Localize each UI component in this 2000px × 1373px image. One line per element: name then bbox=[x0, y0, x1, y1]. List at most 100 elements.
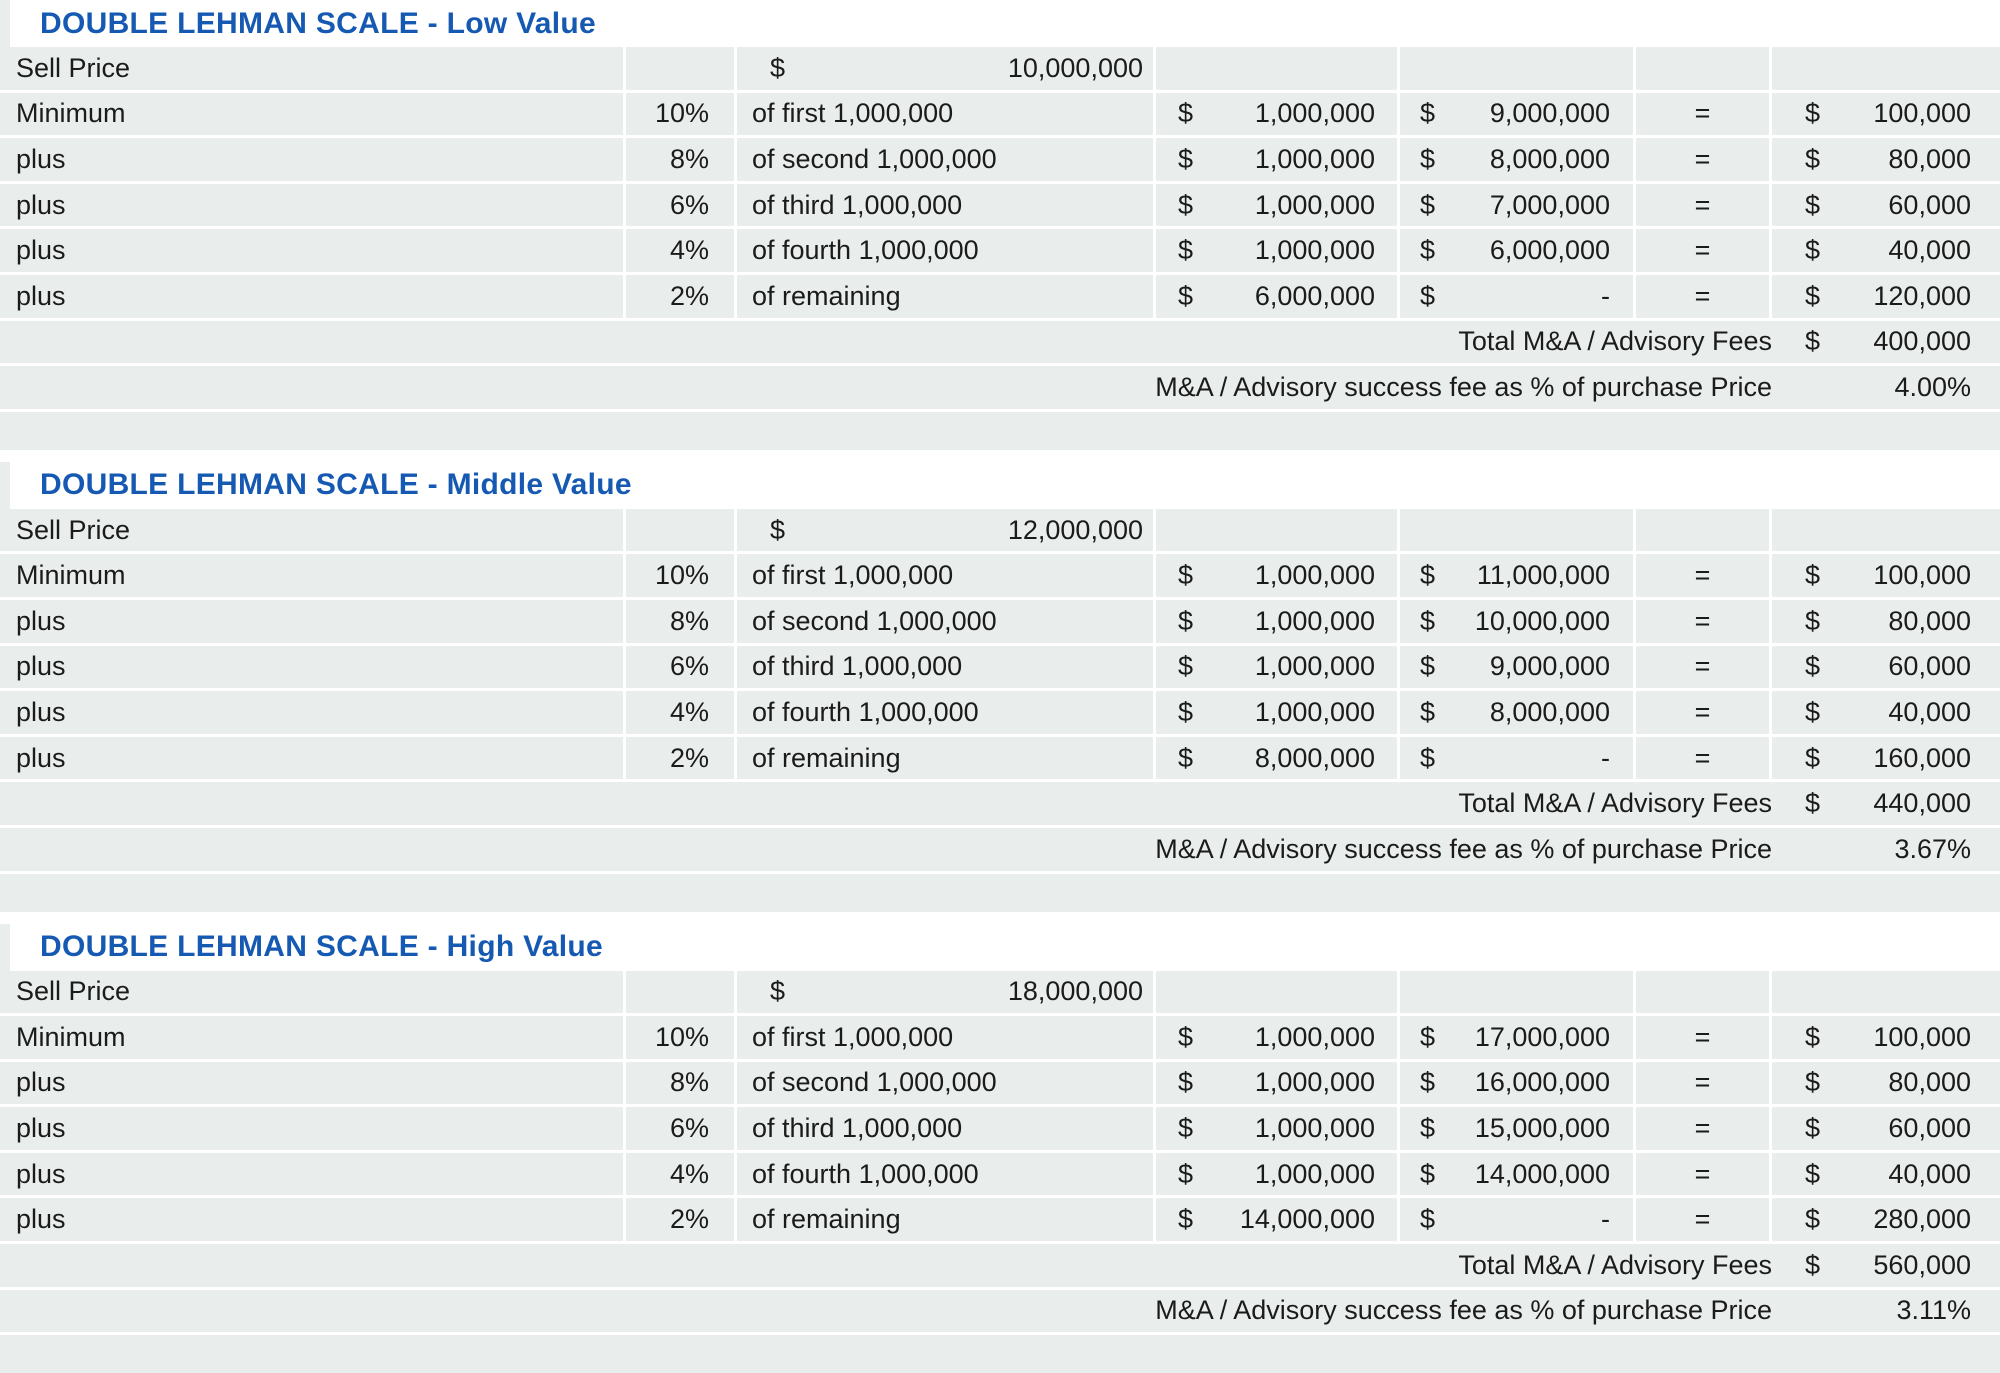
currency-symbol: $ bbox=[1178, 1022, 1193, 1053]
remainder-value: 15,000,000 bbox=[1475, 1113, 1610, 1144]
empty-cell bbox=[1156, 509, 1397, 552]
spacer-row bbox=[0, 874, 2000, 912]
remainder-amount: $9,000,000 bbox=[1400, 93, 1633, 136]
tranche-value: 1,000,000 bbox=[1255, 190, 1375, 221]
currency-symbol: $ bbox=[1420, 1159, 1435, 1190]
remainder-amount: $17,000,000 bbox=[1400, 1016, 1633, 1059]
row-description: of first 1,000,000 bbox=[737, 1016, 1153, 1059]
sell-price-amount: $12,000,000 bbox=[737, 509, 1153, 552]
tranche-value: 1,000,000 bbox=[1255, 1067, 1375, 1098]
row-description: of remaining bbox=[737, 1198, 1153, 1241]
currency-symbol: $ bbox=[1420, 1204, 1435, 1235]
fee-amount: $280,000 bbox=[1772, 1198, 2000, 1241]
currency-symbol: $ bbox=[1420, 606, 1435, 637]
equals-sign: = bbox=[1636, 1153, 1769, 1196]
currency-symbol: $ bbox=[1805, 281, 1820, 312]
sell-price-label: Sell Price bbox=[0, 971, 623, 1014]
currency-symbol: $ bbox=[1420, 281, 1435, 312]
currency-symbol: $ bbox=[1420, 98, 1435, 129]
equals-sign: = bbox=[1636, 138, 1769, 181]
total-fees-label: Total M&A / Advisory Fees bbox=[0, 788, 1772, 819]
currency-symbol: $ bbox=[1178, 98, 1193, 129]
currency-symbol: $ bbox=[1805, 235, 1820, 266]
fee-value: 120,000 bbox=[1873, 281, 1971, 312]
remainder-amount: $11,000,000 bbox=[1400, 554, 1633, 597]
fee-amount: $160,000 bbox=[1772, 737, 2000, 780]
fee-value: 40,000 bbox=[1888, 1159, 1971, 1190]
row-percent: 4% bbox=[626, 691, 734, 734]
currency-symbol: $ bbox=[1805, 606, 1820, 637]
fee-value: 60,000 bbox=[1888, 651, 1971, 682]
tranche-amount: $1,000,000 bbox=[1156, 229, 1397, 272]
remainder-value: 14,000,000 bbox=[1475, 1159, 1610, 1190]
fee-value: 80,000 bbox=[1888, 144, 1971, 175]
row-description: of third 1,000,000 bbox=[737, 1107, 1153, 1150]
total-fees-row: Total M&A / Advisory Fees $560,000 bbox=[0, 1244, 2000, 1287]
row-percent: 8% bbox=[626, 600, 734, 643]
tranche-value: 1,000,000 bbox=[1255, 1022, 1375, 1053]
currency-symbol: $ bbox=[1805, 144, 1820, 175]
equals-sign: = bbox=[1636, 1198, 1769, 1241]
tranche-amount: $8,000,000 bbox=[1156, 737, 1397, 780]
currency-symbol: $ bbox=[1420, 743, 1435, 774]
empty-cell bbox=[1636, 47, 1769, 90]
fee-row: plus 4% of fourth 1,000,000 $1,000,000 $… bbox=[0, 691, 2000, 734]
tranche-amount: $1,000,000 bbox=[1156, 1153, 1397, 1196]
tranche-amount: $1,000,000 bbox=[1156, 1016, 1397, 1059]
success-fee-value: 4.00% bbox=[1772, 372, 2000, 403]
success-fee-row: M&A / Advisory success fee as % of purch… bbox=[0, 366, 2000, 409]
remainder-amount: $15,000,000 bbox=[1400, 1107, 1633, 1150]
currency-symbol: $ bbox=[1420, 651, 1435, 682]
row-description: of first 1,000,000 bbox=[737, 554, 1153, 597]
empty-cell bbox=[1636, 971, 1769, 1014]
sell-price-value: 18,000,000 bbox=[1008, 976, 1143, 1007]
fee-amount: $100,000 bbox=[1772, 1016, 2000, 1059]
remainder-value: 7,000,000 bbox=[1490, 190, 1610, 221]
table-title: DOUBLE LEHMAN SCALE - Low Value bbox=[10, 0, 596, 47]
equals-sign: = bbox=[1636, 1062, 1769, 1105]
currency-symbol: $ bbox=[1420, 1022, 1435, 1053]
fee-row: Minimum 10% of first 1,000,000 $1,000,00… bbox=[0, 554, 2000, 597]
fee-row: Minimum 10% of first 1,000,000 $1,000,00… bbox=[0, 1016, 2000, 1059]
tranche-value: 6,000,000 bbox=[1255, 281, 1375, 312]
currency-symbol: $ bbox=[1178, 697, 1193, 728]
currency-symbol: $ bbox=[770, 976, 785, 1007]
left-gray-sliver bbox=[0, 462, 10, 509]
tranche-value: 14,000,000 bbox=[1240, 1204, 1375, 1235]
success-fee-label: M&A / Advisory success fee as % of purch… bbox=[0, 834, 1772, 865]
fee-amount: $40,000 bbox=[1772, 691, 2000, 734]
row-label: plus bbox=[0, 275, 623, 318]
lehman-table-low: DOUBLE LEHMAN SCALE - Low Value Sell Pri… bbox=[0, 0, 2000, 450]
tranche-amount: $1,000,000 bbox=[1156, 646, 1397, 689]
currency-symbol: $ bbox=[1178, 606, 1193, 637]
tranche-value: 1,000,000 bbox=[1255, 235, 1375, 266]
equals-sign: = bbox=[1636, 554, 1769, 597]
row-description: of second 1,000,000 bbox=[737, 1062, 1153, 1105]
row-percent: 6% bbox=[626, 646, 734, 689]
fee-row: plus 2% of remaining $14,000,000 $- = $2… bbox=[0, 1198, 2000, 1241]
row-percent: 8% bbox=[626, 138, 734, 181]
tranche-amount: $1,000,000 bbox=[1156, 138, 1397, 181]
fee-amount: $60,000 bbox=[1772, 1107, 2000, 1150]
currency-symbol: $ bbox=[1805, 1022, 1820, 1053]
equals-sign: = bbox=[1636, 737, 1769, 780]
row-percent: 4% bbox=[626, 229, 734, 272]
currency-symbol: $ bbox=[1420, 1113, 1435, 1144]
fee-value: 40,000 bbox=[1888, 235, 1971, 266]
empty-cell bbox=[1156, 971, 1397, 1014]
row-description: of third 1,000,000 bbox=[737, 184, 1153, 227]
currency-symbol: $ bbox=[1420, 144, 1435, 175]
equals-sign: = bbox=[1636, 691, 1769, 734]
currency-symbol: $ bbox=[1178, 743, 1193, 774]
empty-cell bbox=[1772, 47, 2000, 90]
remainder-value: 6,000,000 bbox=[1490, 235, 1610, 266]
row-label: plus bbox=[0, 138, 623, 181]
tranche-amount: $1,000,000 bbox=[1156, 184, 1397, 227]
spacer-row bbox=[0, 412, 2000, 450]
currency-symbol: $ bbox=[770, 515, 785, 546]
currency-symbol: $ bbox=[1178, 144, 1193, 175]
tranche-amount: $6,000,000 bbox=[1156, 275, 1397, 318]
equals-sign: = bbox=[1636, 184, 1769, 227]
fee-amount: $60,000 bbox=[1772, 184, 2000, 227]
currency-symbol: $ bbox=[1178, 235, 1193, 266]
